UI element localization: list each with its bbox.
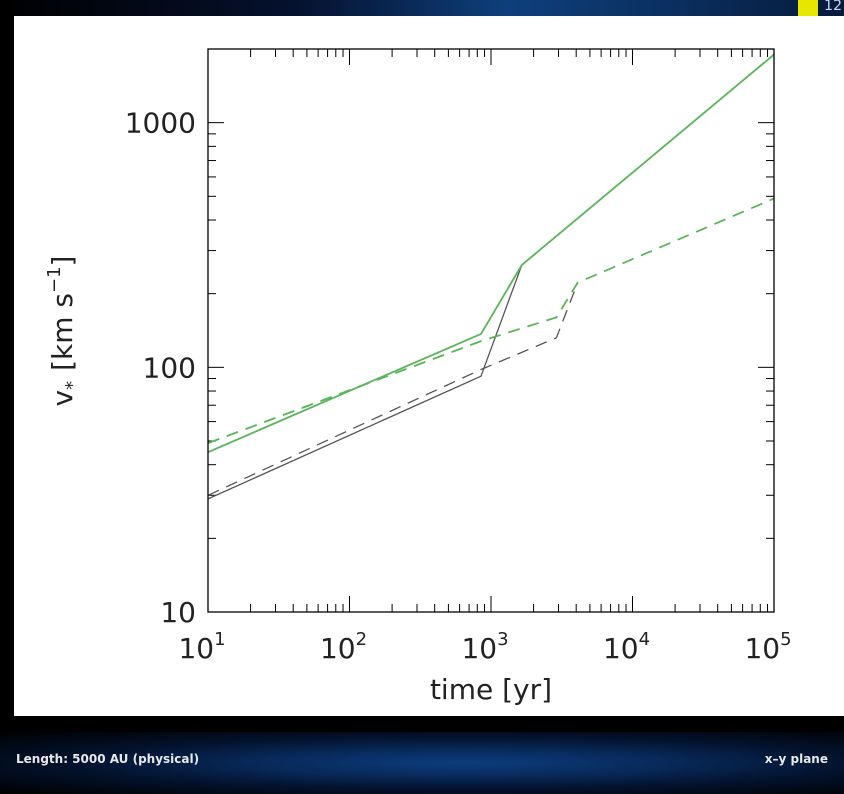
x-tick-label: 102	[320, 629, 367, 665]
x-tick-label: 101	[178, 629, 225, 665]
x-tick-label-base: 10	[178, 632, 214, 665]
series-line-2	[207, 282, 579, 496]
x-tick-label: 103	[461, 629, 508, 665]
series-line-4	[207, 197, 775, 444]
x-tick-label: 104	[603, 629, 650, 665]
plot-panel: 101 102 103 104 105 10 100 1000 time [yr] v*[km…	[14, 16, 844, 716]
y-axis-units: [km s	[46, 293, 79, 371]
x-axis-title: time [yr]	[430, 673, 552, 706]
series-layer	[207, 53, 775, 500]
x-tick-label-base: 10	[320, 632, 356, 665]
ticks-layer	[207, 48, 775, 613]
y-axis-exponent: −1	[44, 266, 65, 293]
x-tick-label: 105	[744, 629, 791, 665]
x-tick-label-base: 10	[744, 632, 780, 665]
top-badge-text: 12	[824, 0, 842, 14]
x-tick-label-base: 10	[461, 632, 497, 665]
x-tick-label-exponent: 2	[356, 629, 367, 650]
y-axis-symbol: v	[46, 390, 79, 407]
axes-frame	[207, 48, 775, 613]
length-label: Length: 5000 AU (physical)	[16, 752, 200, 766]
y-axis-title: v* [km s−1]	[44, 256, 83, 407]
x-tick-label-base: 10	[603, 632, 639, 665]
y-tick-label: 10	[160, 596, 196, 629]
x-tick-label-exponent: 1	[214, 629, 225, 650]
y-tick-label: 100	[143, 351, 196, 384]
x-tick-label-exponent: 4	[639, 629, 650, 650]
x-tick-label-exponent: 3	[497, 629, 508, 650]
bottom-info-bar: Length: 5000 AU (physical) x–y plane	[0, 732, 844, 794]
series-line-3	[207, 53, 775, 454]
y-tick-label: 1000	[125, 107, 196, 140]
top-badge	[798, 0, 818, 18]
y-axis-close: ]	[46, 256, 79, 267]
series-line-1	[207, 264, 523, 500]
x-tick-label-exponent: 5	[780, 629, 791, 650]
plane-label: x–y plane	[764, 752, 828, 766]
y-axis-subscript: *	[62, 381, 83, 390]
